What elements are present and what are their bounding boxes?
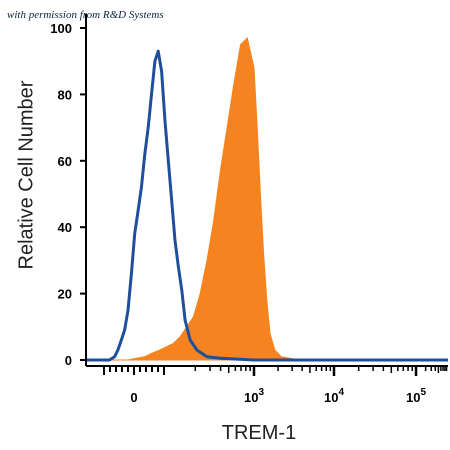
x-tick-label: 103 — [244, 387, 264, 405]
x-tick-label: 0 — [130, 390, 137, 405]
histogram-outline-series — [86, 49, 448, 362]
histogram-filled-series — [86, 37, 448, 361]
x-axis-label: TREM-1 — [221, 422, 297, 444]
y-axis-label: Relative Cell Number — [15, 80, 38, 270]
y-tick-label: 80 — [58, 87, 72, 102]
y-tick-label: 0 — [65, 353, 72, 368]
watermark-text: with permission from R&D Systems — [7, 9, 164, 21]
y-tick-label: 40 — [58, 220, 72, 235]
x-axis-label-wrap: TREM-1 — [0, 422, 450, 445]
y-tick-label: 100 — [50, 21, 72, 36]
y-tick-label: 20 — [58, 287, 72, 302]
x-tick-label: 105 — [406, 387, 426, 405]
y-tick-label: 60 — [58, 154, 72, 169]
x-tick-label: 104 — [324, 387, 344, 405]
